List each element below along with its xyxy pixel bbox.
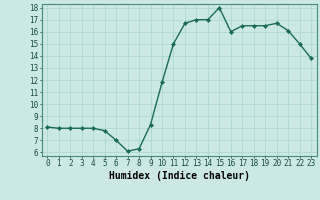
X-axis label: Humidex (Indice chaleur): Humidex (Indice chaleur) — [109, 171, 250, 181]
